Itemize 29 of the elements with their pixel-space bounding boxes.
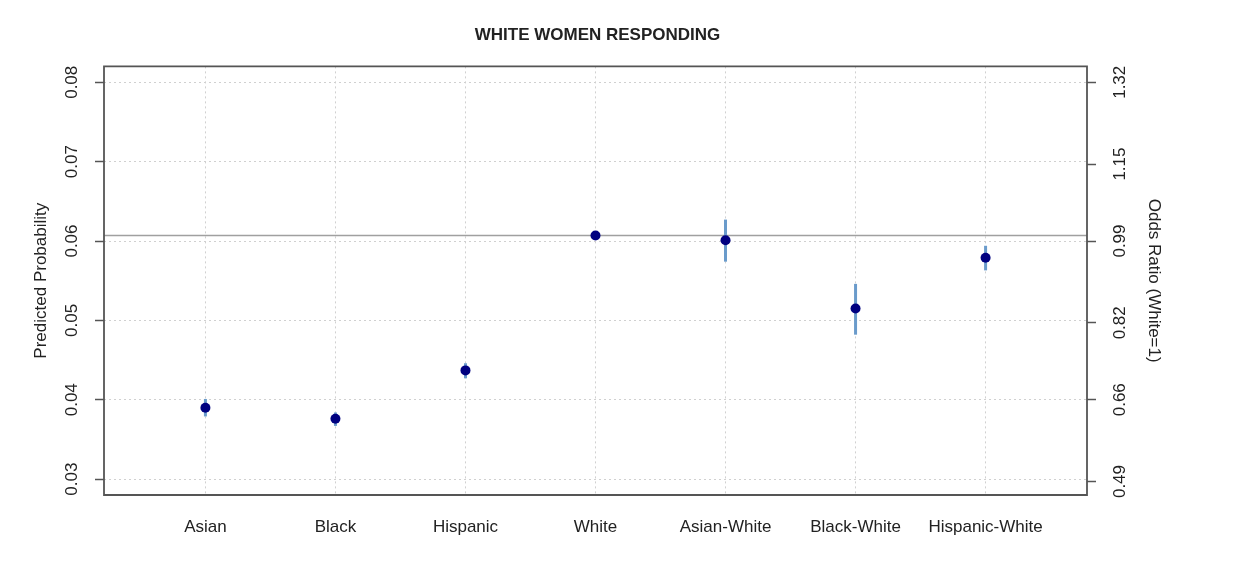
point bbox=[330, 413, 341, 424]
x-tick-label: Hispanic bbox=[432, 516, 499, 536]
y2-tick-label: 0.66 bbox=[1110, 383, 1130, 417]
x-tick-label: White bbox=[573, 516, 618, 536]
point bbox=[200, 402, 211, 413]
y2-tick-label: 0.82 bbox=[1110, 306, 1130, 340]
chart-title: WHITE WOMEN RESPONDING bbox=[474, 24, 721, 44]
y-tick-label: 0.06 bbox=[62, 224, 82, 258]
y2-tick-label: 0.99 bbox=[1110, 224, 1130, 258]
x-tick-label: Asian bbox=[184, 516, 227, 536]
y-tick-label: 0.03 bbox=[62, 462, 82, 496]
y-tick-label: 0.07 bbox=[62, 145, 82, 179]
point bbox=[850, 303, 861, 314]
point bbox=[460, 365, 471, 376]
point bbox=[590, 230, 601, 241]
y-tick-label: 0.08 bbox=[62, 65, 82, 99]
y2-axis-title: Odds Ratio (White=1) bbox=[1145, 198, 1165, 363]
x-tick-label: Black-White bbox=[810, 516, 901, 536]
y-tick-label: 0.04 bbox=[62, 383, 82, 417]
y2-tick-label: 0.49 bbox=[1110, 464, 1130, 499]
x-tick-label: Asian-White bbox=[679, 516, 772, 536]
x-tick-label: Hispanic-White bbox=[928, 516, 1043, 536]
y2-tick-label: 1.32 bbox=[1110, 65, 1130, 99]
point bbox=[720, 235, 731, 246]
y-tick-label: 0.05 bbox=[62, 303, 82, 337]
x-tick-label: Black bbox=[314, 516, 357, 536]
y2-tick-label: 1.15 bbox=[1110, 147, 1130, 181]
point bbox=[980, 252, 991, 263]
y-axis-title: Predicted Probability bbox=[30, 202, 50, 359]
